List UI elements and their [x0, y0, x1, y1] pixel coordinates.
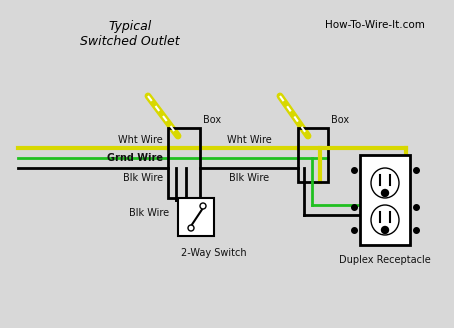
Text: Box: Box — [203, 115, 221, 125]
Bar — [360, 155, 410, 245]
Bar — [178, 198, 214, 236]
Circle shape — [381, 227, 389, 234]
Text: Wht Wire: Wht Wire — [118, 135, 163, 145]
Text: Blk Wire: Blk Wire — [123, 173, 163, 183]
Circle shape — [188, 225, 194, 231]
Text: Box: Box — [331, 115, 349, 125]
Text: 2-Way Switch: 2-Way Switch — [181, 248, 247, 258]
Ellipse shape — [371, 205, 399, 235]
Circle shape — [200, 203, 206, 209]
Text: Duplex Receptacle: Duplex Receptacle — [339, 255, 431, 265]
Text: Wht Wire: Wht Wire — [227, 135, 271, 145]
Text: How-To-Wire-It.com: How-To-Wire-It.com — [325, 20, 425, 30]
Text: Typical
Switched Outlet: Typical Switched Outlet — [80, 20, 180, 48]
Bar — [298, 128, 328, 182]
Ellipse shape — [371, 168, 399, 198]
Bar — [168, 128, 200, 198]
Text: Blk Wire: Blk Wire — [229, 173, 269, 183]
Text: Grnd Wire: Grnd Wire — [107, 153, 163, 163]
Text: Blk Wire: Blk Wire — [129, 208, 169, 218]
Circle shape — [381, 190, 389, 196]
